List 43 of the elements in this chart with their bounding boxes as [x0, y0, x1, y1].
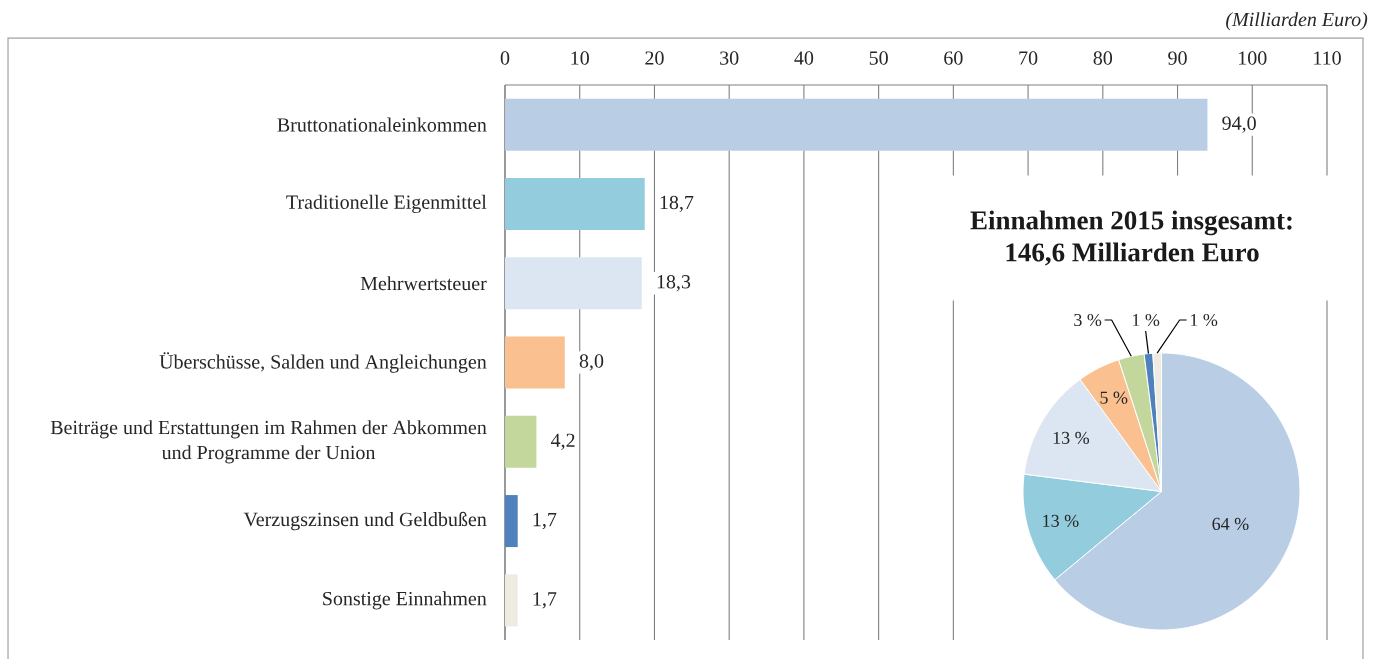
bar	[505, 415, 537, 468]
data-label: 13 %	[1053, 431, 1090, 445]
x-tick-label: 20	[645, 51, 664, 65]
data-label: 94,0	[1222, 116, 1256, 133]
bar	[505, 495, 518, 548]
data-label: 18,7	[660, 195, 694, 213]
data-label: 3 %	[1074, 313, 1102, 327]
y-tick-label: Beiträge und Erstattungen im Rahmen der Abkommen und Programme der Union	[50, 420, 487, 464]
data-label: 18,3	[657, 275, 691, 292]
y-tick-label: Bruttonationaleinkommen	[277, 117, 487, 132]
x-tick-label: 90	[1168, 51, 1187, 65]
x-axis-title: (Milliarden Euro)	[1226, 12, 1368, 31]
bar	[505, 257, 642, 310]
data-label: 1,7	[533, 512, 557, 530]
y-tick-label: Überschüsse, Salden und Angleichungen	[159, 352, 487, 373]
data-label: 4,2	[550, 433, 575, 450]
chart-title: Einnahmen 2015 insgesamt:	[970, 210, 1292, 236]
x-tick-label: 0	[500, 51, 510, 65]
data-label: 1 %	[1190, 313, 1218, 327]
y-tick-label: Sonstige Einnahmen	[323, 591, 487, 610]
x-tick-label: 10	[571, 51, 589, 65]
y-tick-label: Verzugszinsen und Geldbußen	[243, 511, 487, 531]
bar	[505, 98, 1208, 151]
data-label: 5 %	[1100, 391, 1128, 404]
x-tick-label: 80	[1093, 51, 1113, 65]
chart-subtitle: 146,6 Milliarden Euro	[1006, 242, 1259, 266]
data-label: 8,0	[579, 354, 604, 371]
x-tick-label: 40	[794, 51, 814, 65]
data-label: 1,7	[533, 592, 557, 609]
data-label: 1 %	[1132, 313, 1160, 327]
x-tick-label: 50	[869, 51, 888, 65]
y-tick-label: Mehrwertsteuer	[360, 276, 487, 291]
x-tick-label: 30	[720, 51, 739, 65]
x-tick-label: 60	[944, 51, 963, 65]
y-tick-label: Traditionelle Eigenmittel	[286, 194, 487, 214]
x-tick-label: 110	[1314, 51, 1341, 65]
x-tick-label: 100	[1239, 51, 1267, 65]
data-label: 13 %	[1043, 514, 1079, 527]
bar	[505, 574, 518, 627]
bar	[505, 336, 565, 389]
bar	[505, 177, 645, 230]
x-tick-label: 70	[1019, 51, 1038, 65]
data-label: 64 %	[1212, 517, 1249, 531]
